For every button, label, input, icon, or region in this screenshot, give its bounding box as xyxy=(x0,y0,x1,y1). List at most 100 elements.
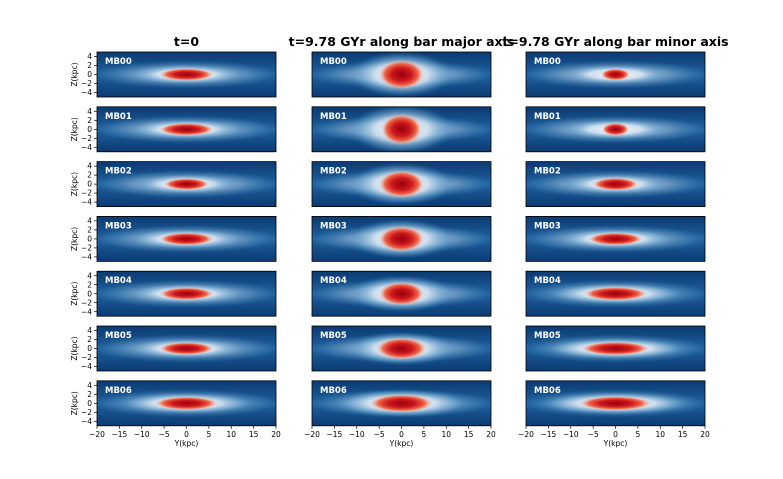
panel-mb04-col1: MB04 xyxy=(311,270,492,317)
column-titles: t=0 t=9.78 GYr along bar major axist=9.78… xyxy=(174,34,729,49)
panel-frame xyxy=(525,106,706,153)
y-tick-label: 4 xyxy=(87,381,92,390)
y-tick-label: 2 xyxy=(87,61,92,70)
density-core xyxy=(601,68,630,81)
y-tick-label: 0 xyxy=(87,344,92,353)
x-tick-label: 20 xyxy=(700,430,710,439)
x-tick-label: −15 xyxy=(111,430,127,439)
x-tick-label: 15 xyxy=(464,430,474,439)
x-tick-label: −5 xyxy=(374,430,385,439)
panel-label: MB03 xyxy=(105,221,132,231)
panel-label: MB03 xyxy=(320,221,347,231)
y-tick-label: 0 xyxy=(87,70,92,79)
y-tick-label: 0 xyxy=(87,125,92,134)
panel-frame xyxy=(311,270,492,317)
y-tick-label: 0 xyxy=(87,235,92,244)
x-tick-label: 20 xyxy=(486,430,496,439)
panel-label: MB00 xyxy=(534,57,561,67)
panel-mb05-col1: MB05 xyxy=(311,325,492,372)
y-axis-label: Z(kpc) xyxy=(70,391,79,415)
panel-label: MB03 xyxy=(534,221,561,231)
panel-mb02-col2: MB02 xyxy=(525,161,706,208)
panel-mb00-col0: MB00 420−2−4Z(kpc) xyxy=(70,51,277,98)
panel-frame xyxy=(525,51,706,98)
x-tick-label: 5 xyxy=(635,430,640,439)
density-core xyxy=(159,342,214,355)
x-tick-label: −20 xyxy=(518,430,534,439)
y-tick-label: 2 xyxy=(87,226,92,235)
column-title-2: t=9.78 GYr along bar minor axis xyxy=(502,34,728,49)
panel-mb06-col1: MB06 −20 −15 −10 −5 0 5 10 15 20 Y(kpc) xyxy=(304,380,496,448)
x-tick-label: −20 xyxy=(304,430,320,439)
panel-label: MB06 xyxy=(534,386,561,396)
panel-mb04-col0: MB04 420−2−4Z(kpc) xyxy=(70,270,277,317)
x-tick-label: −10 xyxy=(134,430,150,439)
x-tick-label: −15 xyxy=(540,430,556,439)
y-tick-label: 4 xyxy=(87,326,92,335)
y-tick-label: 2 xyxy=(87,171,92,180)
density-core xyxy=(159,68,214,81)
density-core xyxy=(593,177,638,191)
density-core xyxy=(376,337,427,360)
density-core xyxy=(379,226,424,252)
y-tick-label: −2 xyxy=(81,189,92,198)
y-tick-label: 0 xyxy=(87,180,92,189)
panel-frame xyxy=(525,325,706,372)
panel-frame xyxy=(311,51,492,98)
x-tick-label: −20 xyxy=(89,430,105,439)
x-tick-label: −10 xyxy=(563,430,579,439)
density-core xyxy=(602,123,629,136)
panel-label: MB05 xyxy=(105,331,132,341)
panel-mb03-col2: MB03 xyxy=(525,215,706,262)
panel-label: MB01 xyxy=(105,112,132,122)
panel-label: MB01 xyxy=(320,112,347,122)
x-axis-label: Y(kpc) xyxy=(389,439,414,448)
y-tick-label: 4 xyxy=(87,52,92,61)
density-core xyxy=(370,394,433,413)
density-core xyxy=(379,282,424,306)
x-tick-label: 0 xyxy=(184,430,189,439)
panel-frame xyxy=(311,106,492,153)
column-title-1: t=9.78 GYr along bar major axis xyxy=(289,34,515,49)
x-tick-label: 15 xyxy=(249,430,259,439)
x-tick-label: 0 xyxy=(613,430,618,439)
y-tick-label: 0 xyxy=(87,399,92,408)
y-tick-label: −4 xyxy=(81,198,92,207)
panel-mb02-col0: MB02 420−2−4Z(kpc) xyxy=(70,161,277,208)
panel-mb02-col1: MB02 xyxy=(311,161,492,208)
y-axis-label: Z(kpc) xyxy=(70,117,79,141)
x-axis-label: Y(kpc) xyxy=(174,439,199,448)
x-tick-label: 15 xyxy=(678,430,688,439)
panel-mb04-col2: MB04 xyxy=(525,270,706,317)
y-tick-label: −4 xyxy=(81,253,92,262)
density-core xyxy=(588,232,643,246)
panel-frame xyxy=(311,161,492,208)
y-tick-label: −4 xyxy=(81,307,92,316)
y-tick-label: 0 xyxy=(87,289,92,298)
panel-label: MB06 xyxy=(105,386,132,396)
y-axis-label: Z(kpc) xyxy=(70,172,79,196)
panel-label: MB01 xyxy=(534,112,561,122)
y-tick-label: 2 xyxy=(87,335,92,344)
panel-label: MB04 xyxy=(320,276,347,286)
y-tick-label: 2 xyxy=(87,116,92,125)
density-core xyxy=(159,287,214,301)
density-core xyxy=(579,396,652,411)
x-tick-label: −15 xyxy=(326,430,342,439)
x-tick-label: 5 xyxy=(421,430,426,439)
y-tick-label: 2 xyxy=(87,390,92,399)
panel-mb00-col1: MB00 xyxy=(311,51,492,98)
panel-label: MB05 xyxy=(320,331,347,341)
x-tick-label: 10 xyxy=(226,430,236,439)
panel-mb03-col0: MB03 420−2−4Z(kpc) xyxy=(70,215,277,262)
panel-label: MB05 xyxy=(534,331,561,341)
panel-label: MB02 xyxy=(320,167,347,177)
y-axis-label: Z(kpc) xyxy=(70,227,79,251)
column-title-0: t=0 xyxy=(174,34,199,49)
x-tick-label: −10 xyxy=(349,430,365,439)
x-tick-label: 5 xyxy=(206,430,211,439)
y-tick-label: −4 xyxy=(81,143,92,152)
x-tick-label: 10 xyxy=(655,430,665,439)
y-axis-label: Z(kpc) xyxy=(70,282,79,306)
panel-label: MB00 xyxy=(105,57,132,67)
